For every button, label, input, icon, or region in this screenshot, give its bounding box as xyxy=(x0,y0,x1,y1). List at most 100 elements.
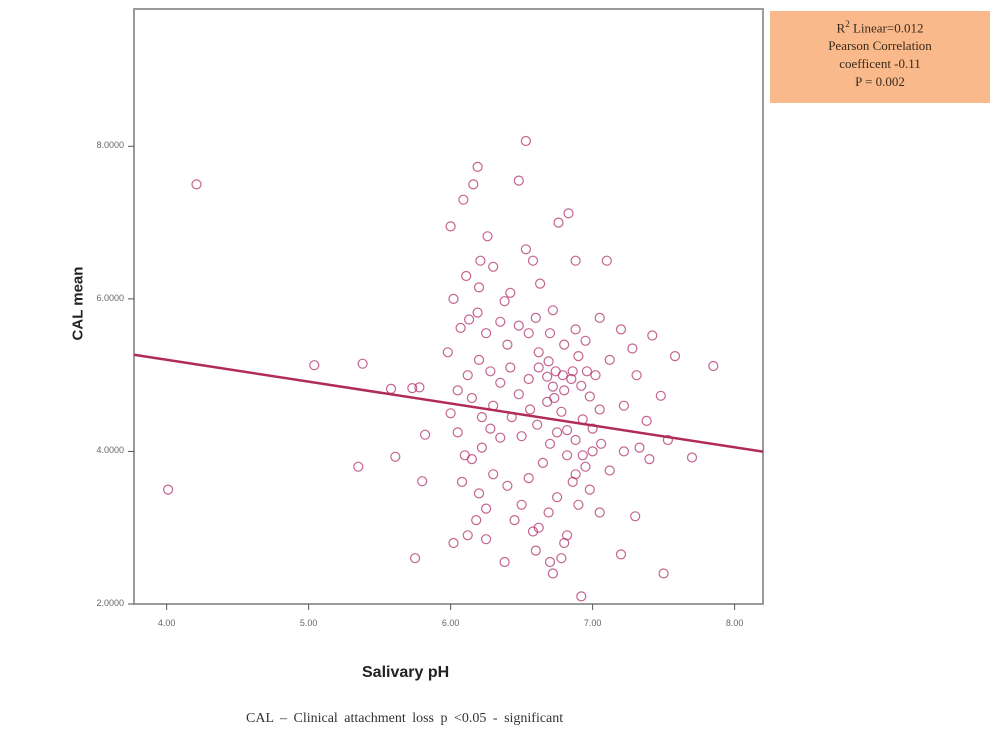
data-point xyxy=(461,270,472,282)
data-point xyxy=(543,356,554,367)
data-point xyxy=(544,328,556,339)
data-point xyxy=(590,370,601,381)
data-point xyxy=(458,194,469,205)
data-point xyxy=(641,415,652,426)
stats-annotation-box: R2 Linear=0.012 Pearson Correlation coef… xyxy=(770,11,990,103)
data-point xyxy=(495,432,506,443)
p-value: P = 0.002 xyxy=(855,74,905,90)
data-point xyxy=(455,322,466,333)
data-point xyxy=(513,320,524,331)
data-point xyxy=(669,351,681,362)
data-point xyxy=(644,454,655,465)
data-point xyxy=(414,382,425,393)
r2-prefix: R xyxy=(836,20,846,36)
x-axis-ticks xyxy=(166,604,736,610)
r2-line: R2 Linear=0.012 xyxy=(770,15,990,37)
data-point xyxy=(584,484,595,495)
y-axis-label: CAL mean xyxy=(69,266,87,341)
x-tick-label: 8.00 xyxy=(725,618,744,628)
data-point xyxy=(523,473,534,484)
x-tick-label: 7.00 xyxy=(583,618,602,628)
data-point xyxy=(513,175,524,186)
data-point xyxy=(630,511,641,522)
data-point xyxy=(357,358,368,369)
data-point xyxy=(353,461,364,472)
data-point xyxy=(524,404,536,415)
data-point xyxy=(594,507,605,518)
data-point xyxy=(532,419,543,430)
data-point xyxy=(472,307,483,318)
data-point xyxy=(655,390,666,401)
data-point xyxy=(448,293,459,304)
data-point xyxy=(476,442,487,453)
data-point xyxy=(445,221,456,232)
data-point xyxy=(604,354,615,365)
data-point xyxy=(615,324,627,335)
data-point xyxy=(481,328,492,339)
data-point xyxy=(604,465,615,476)
data-point xyxy=(534,278,546,289)
data-point xyxy=(309,360,320,371)
data-point xyxy=(634,442,645,453)
data-point xyxy=(573,499,584,510)
data-point xyxy=(577,450,588,461)
data-point xyxy=(533,522,544,533)
data-point xyxy=(456,476,468,487)
data-point xyxy=(473,282,485,293)
data-point xyxy=(475,255,486,266)
data-point xyxy=(686,452,698,463)
data-point xyxy=(563,208,574,219)
y-tick-label: 6.0000 xyxy=(96,292,124,303)
data-point xyxy=(559,339,570,350)
data-point xyxy=(442,347,453,358)
data-point xyxy=(556,406,567,417)
data-point xyxy=(553,217,564,228)
data-point xyxy=(551,427,563,438)
data-point xyxy=(452,427,463,438)
data-point xyxy=(544,438,556,449)
data-point xyxy=(551,492,563,503)
data-point xyxy=(420,429,431,440)
data-point xyxy=(662,434,674,446)
data-point xyxy=(417,476,428,487)
data-point xyxy=(390,451,401,462)
data-point xyxy=(587,446,598,457)
data-point xyxy=(587,423,598,434)
data-point xyxy=(462,530,473,541)
data-point xyxy=(488,469,499,480)
data-point xyxy=(570,469,581,480)
data-point xyxy=(567,366,578,377)
y-axis-ticks xyxy=(128,145,134,605)
data-point xyxy=(547,381,559,392)
data-point xyxy=(530,312,541,323)
data-point xyxy=(580,335,591,346)
data-point xyxy=(485,366,496,377)
data-point xyxy=(488,261,499,272)
data-point xyxy=(561,530,573,541)
points-layer xyxy=(163,135,719,602)
data-point xyxy=(544,556,556,568)
data-point xyxy=(631,370,642,381)
data-point xyxy=(618,446,630,457)
data-point xyxy=(584,391,595,402)
data-point xyxy=(543,507,554,518)
data-point xyxy=(505,362,516,373)
data-point xyxy=(527,255,539,266)
data-point xyxy=(658,568,669,579)
data-point xyxy=(163,484,174,495)
data-point xyxy=(627,343,638,354)
data-point xyxy=(481,534,492,545)
data-point xyxy=(570,324,581,335)
data-point xyxy=(468,179,479,190)
data-point xyxy=(581,366,593,377)
data-point xyxy=(708,360,719,372)
data-point xyxy=(473,354,485,365)
figure-caption: CAL – Clinical attachment loss p <0.05 -… xyxy=(246,711,564,726)
data-point xyxy=(410,553,421,564)
data-point xyxy=(561,450,573,461)
data-point xyxy=(556,553,567,564)
plot-frame xyxy=(133,8,764,605)
correlation-coefficient: coefficent -0.11 xyxy=(839,56,921,72)
data-point xyxy=(516,431,527,442)
